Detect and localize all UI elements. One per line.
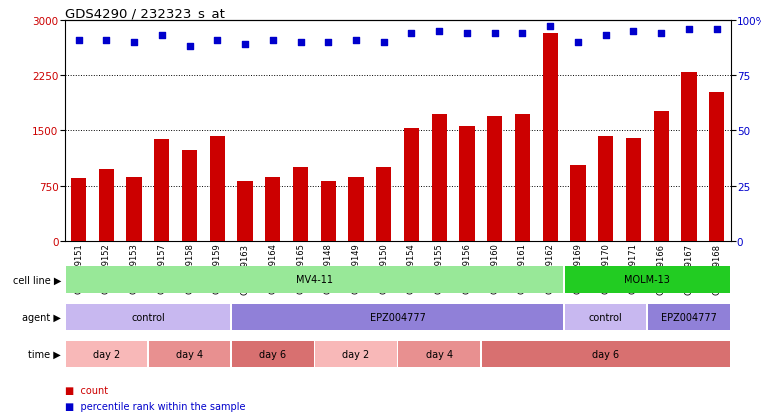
Text: day 4: day 4 <box>425 349 453 359</box>
Text: EPZ004777: EPZ004777 <box>661 312 717 322</box>
Bar <box>565 267 730 293</box>
Point <box>711 26 723 33</box>
Bar <box>265 178 280 242</box>
Text: ■  percentile rank within the sample: ■ percentile rank within the sample <box>65 401 245 411</box>
Bar <box>148 341 231 367</box>
Bar <box>99 169 114 242</box>
Bar <box>431 115 447 242</box>
Bar <box>65 267 563 293</box>
Bar <box>648 304 730 330</box>
Bar <box>349 178 364 242</box>
Point <box>406 31 418 37</box>
Text: control: control <box>131 312 165 322</box>
Text: GDS4290 / 232323_s_at: GDS4290 / 232323_s_at <box>65 7 224 19</box>
Text: day 2: day 2 <box>342 349 370 359</box>
Text: EPZ004777: EPZ004777 <box>370 312 425 322</box>
Point <box>627 28 639 35</box>
Point <box>239 42 251 48</box>
Bar <box>232 304 563 330</box>
Bar <box>320 182 336 242</box>
Bar <box>598 137 613 242</box>
Bar <box>399 341 480 367</box>
Bar <box>315 341 396 367</box>
Text: day 2: day 2 <box>93 349 120 359</box>
Bar <box>376 167 391 242</box>
Point <box>600 33 612 39</box>
Bar <box>626 138 641 242</box>
Point <box>183 44 196 50</box>
Bar <box>460 127 475 242</box>
Point <box>156 33 168 39</box>
Point <box>377 40 390 46</box>
Point <box>461 31 473 37</box>
Point <box>683 26 695 33</box>
Text: time ▶: time ▶ <box>28 349 61 359</box>
Point <box>100 37 113 44</box>
Text: cell line ▶: cell line ▶ <box>12 275 61 285</box>
Bar <box>565 304 647 330</box>
Bar <box>515 115 530 242</box>
Text: ■  count: ■ count <box>65 385 108 395</box>
Bar <box>404 129 419 242</box>
Point <box>517 31 529 37</box>
Bar <box>65 341 147 367</box>
Text: MV4-11: MV4-11 <box>296 275 333 285</box>
Bar <box>293 168 308 242</box>
Point <box>212 37 224 44</box>
Bar <box>709 93 724 242</box>
Bar <box>570 166 586 242</box>
Point <box>128 40 140 46</box>
Bar <box>209 137 225 242</box>
Text: agent ▶: agent ▶ <box>22 312 61 322</box>
Bar <box>654 112 669 242</box>
Bar <box>126 178 142 242</box>
Text: MOLM-13: MOLM-13 <box>624 275 670 285</box>
Bar <box>71 179 86 242</box>
Text: day 6: day 6 <box>260 349 286 359</box>
Point <box>266 37 279 44</box>
Point <box>655 31 667 37</box>
Bar <box>543 34 558 242</box>
Text: control: control <box>589 312 622 322</box>
Point <box>489 31 501 37</box>
Point <box>295 40 307 46</box>
Point <box>433 28 445 35</box>
Point <box>544 24 556 31</box>
Bar <box>182 151 197 242</box>
Bar <box>154 140 170 242</box>
Text: day 4: day 4 <box>176 349 203 359</box>
Bar <box>681 73 696 242</box>
Bar <box>482 341 730 367</box>
Bar <box>232 341 314 367</box>
Bar <box>487 116 502 242</box>
Point <box>350 37 362 44</box>
Point <box>572 40 584 46</box>
Bar <box>65 304 231 330</box>
Point <box>322 40 334 46</box>
Bar <box>237 181 253 242</box>
Point <box>72 37 84 44</box>
Text: day 6: day 6 <box>592 349 619 359</box>
